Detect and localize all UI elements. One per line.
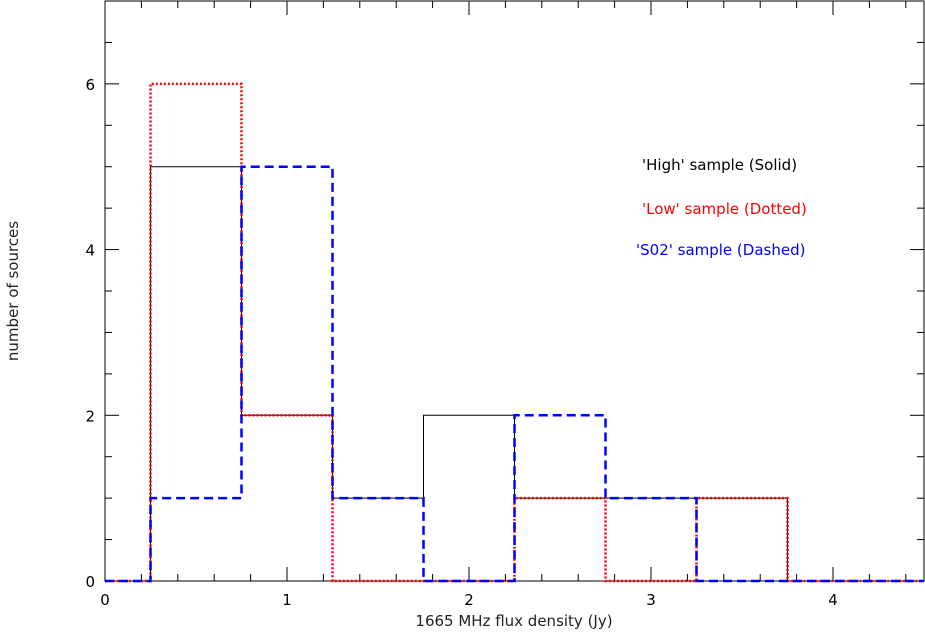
legend-high-sample: 'High' sample (Solid) (642, 156, 797, 174)
y-axis-label: number of sources (4, 221, 22, 361)
y-tick-label: 6 (85, 76, 95, 94)
tick-labels: 0 1 2 3 4 0 2 4 6 (85, 76, 837, 609)
y-tick-label: 4 (85, 242, 95, 260)
y-tick-label: 0 (85, 573, 95, 591)
x-tick-label: 1 (282, 591, 292, 609)
x-tick-label: 2 (464, 591, 474, 609)
x-tick-label: 0 (100, 591, 110, 609)
series-layer (105, 82, 924, 583)
x-tick-label: 4 (828, 591, 838, 609)
s02-sample-step-line (105, 165, 924, 583)
axis-ticks (104, 0, 924, 582)
legend: 'High' sample (Solid) 'Low' sample (Dott… (636, 156, 807, 259)
legend-low-sample: 'Low' sample (Dotted) (642, 200, 807, 218)
legend-s02-sample: 'S02' sample (Dashed) (636, 241, 805, 259)
x-tick-label: 3 (646, 591, 656, 609)
y-tick-label: 2 (85, 407, 95, 425)
high-sample-step-line (105, 166, 924, 582)
x-axis-label: 1665 MHz flux density (Jy) (415, 612, 612, 630)
low-sample-step-line (105, 82, 924, 583)
